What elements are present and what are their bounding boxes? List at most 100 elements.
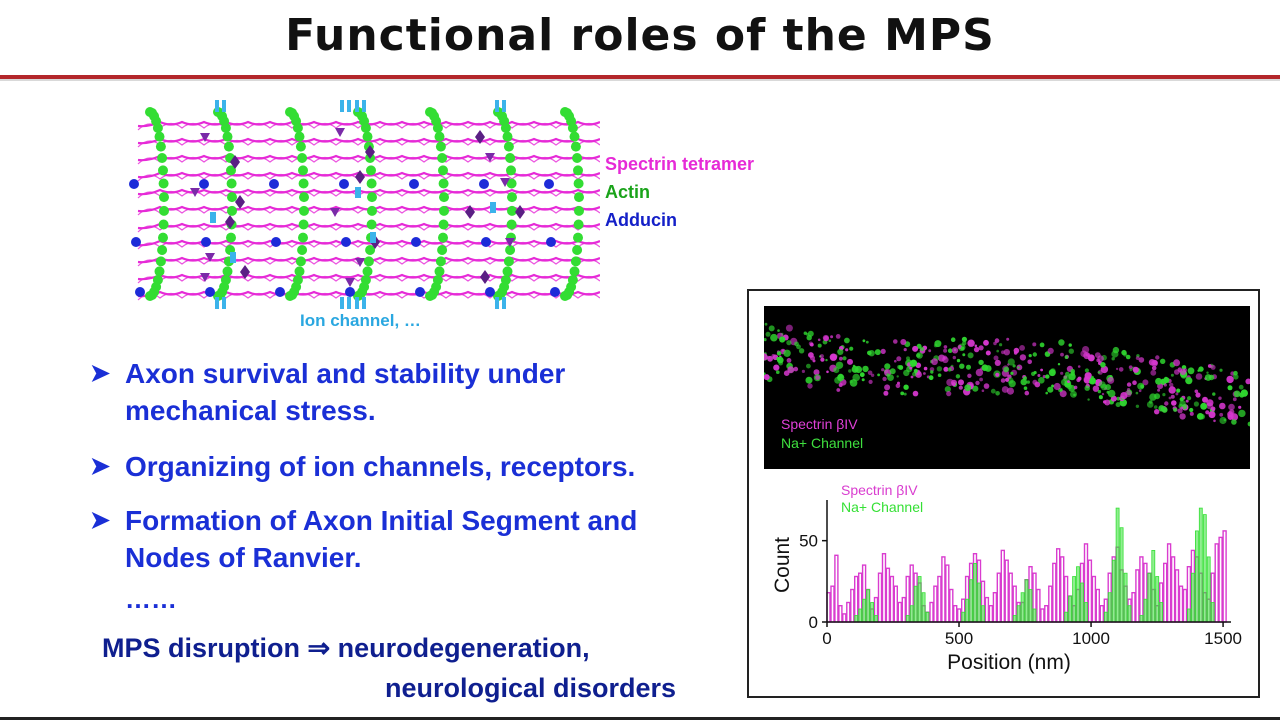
fluorescence-spot: [1163, 383, 1167, 387]
actin-subunit: [297, 245, 308, 255]
actin-subunit: [366, 219, 377, 230]
fluorescence-spot: [1185, 399, 1189, 403]
fluorescence-spot: [826, 370, 829, 374]
ion-channel-icon: [370, 232, 376, 243]
fluorescence-spot: [783, 349, 791, 357]
actin-subunit: [574, 192, 584, 203]
fluorescence-spot: [1024, 390, 1030, 396]
fluorescence-spot: [1067, 380, 1070, 383]
bullet-arrow-icon: ➤: [90, 507, 111, 534]
fluorescence-spot: [1020, 378, 1028, 386]
fluorescence-spot: [1003, 366, 1010, 373]
actin-subunit: [502, 266, 513, 277]
fluorescence-spot: [1098, 381, 1106, 389]
fluorescence-spot: [1039, 342, 1045, 348]
fluorescence-spot: [1023, 376, 1027, 381]
histogram-bar: [838, 604, 843, 623]
y-axis-label: Count: [771, 537, 794, 593]
fluorescence-spot: [819, 354, 824, 359]
histogram-bar: [961, 611, 966, 623]
fluorescence-spot: [1058, 339, 1065, 346]
histogram-bar: [1032, 608, 1037, 623]
fluorescence-spot: [993, 355, 999, 361]
fluorescence-spot: [865, 340, 869, 344]
fluorescence-spot: [1151, 365, 1157, 371]
histogram-bar: [1087, 559, 1093, 623]
adducin-marker: [411, 237, 421, 247]
actin-subunit: [155, 256, 166, 267]
fluorescence-spot: [1233, 390, 1241, 398]
fluorescence-spot: [951, 382, 956, 387]
histogram-bar: [1040, 608, 1045, 623]
actin-subunit: [295, 256, 306, 267]
ion-channel-icon: [222, 297, 226, 309]
fluorescence-spot: [996, 349, 999, 353]
actin-subunit: [157, 153, 168, 163]
actin-subunit: [439, 205, 449, 216]
fluorescence-spot: [962, 353, 966, 357]
fluorescence-spot: [1129, 368, 1133, 372]
histogram-bar: [885, 567, 891, 623]
fluorescence-spot: [958, 379, 964, 386]
spectrin-filament: [137, 241, 600, 250]
actin-subunit: [363, 256, 374, 267]
fluorescence-spot: [967, 352, 974, 359]
actin-subunit: [227, 205, 237, 216]
spectrin-filament: [137, 122, 600, 131]
actin-subunit: [437, 245, 448, 255]
histogram-bar: [1139, 615, 1144, 623]
fluorescence-spot: [817, 338, 821, 342]
fluorescence-spot: [884, 384, 891, 391]
actin-subunit: [298, 219, 309, 230]
fluorescence-spot: [964, 384, 972, 392]
legend-spectrin: Spectrin tetramer: [605, 154, 754, 175]
fluorescence-spot: [937, 373, 942, 377]
channel-series: [854, 507, 1215, 623]
fluorescence-spot: [990, 388, 996, 394]
fluorescence-spot: [1165, 378, 1170, 383]
fluorescence-spot: [773, 364, 780, 371]
fluorescence-spot: [923, 372, 926, 375]
histogram-bar: [830, 585, 835, 623]
count-histogram: 0 500 1000 1500 0 50 Position (nm) Count Spectri…: [771, 482, 1242, 674]
disruption-line-2: neurological disorders: [385, 673, 677, 703]
histogram-bar: [1068, 595, 1073, 623]
fluorescence-spot: [825, 358, 828, 362]
actin-subunit: [295, 141, 306, 152]
ion-channel-icon: [340, 100, 344, 112]
histogram-bar: [1012, 615, 1017, 623]
fluorescence-spot: [1013, 351, 1018, 355]
fluorescence-spot: [1148, 400, 1153, 404]
histogram-bar: [1020, 592, 1025, 623]
actin-subunit: [297, 153, 308, 163]
fluorescence-spot: [967, 339, 975, 347]
adducin-marker: [550, 287, 560, 297]
adducin-marker: [544, 179, 554, 189]
fluorescence-spot: [870, 373, 875, 377]
histogram-bar: [1099, 604, 1104, 623]
fluorescence-spot: [955, 374, 961, 379]
fluorescence-spot: [903, 392, 907, 396]
histogram-bar: [877, 572, 883, 623]
fluorescence-spot: [844, 337, 850, 344]
histogram-bar: [929, 601, 934, 623]
actin-subunit: [573, 178, 584, 189]
fluorescence-spot: [1001, 350, 1005, 355]
adducin-marker: [341, 237, 351, 247]
actin-subunit: [367, 192, 377, 203]
fluorescence-spot: [1006, 387, 1014, 395]
fluorescence-spot: [813, 369, 820, 376]
fluorescence-spot: [900, 391, 905, 396]
fluorescence-spot: [1038, 377, 1045, 384]
histogram-bar: [1028, 589, 1033, 623]
histogram-bar: [866, 589, 870, 623]
fluorescence-spot: [961, 336, 967, 342]
fluorescence-spot: [1037, 374, 1041, 377]
histogram-bar: [1064, 611, 1069, 623]
fluorescence-spot: [1155, 355, 1160, 360]
fluorescence-spot: [1180, 368, 1187, 375]
bullet-line: Formation of Axon Initial Segment and: [125, 505, 638, 536]
fluorescence-spot: [849, 346, 854, 351]
fluorescence-spot: [1023, 386, 1028, 390]
protein-diamond: [480, 270, 490, 284]
